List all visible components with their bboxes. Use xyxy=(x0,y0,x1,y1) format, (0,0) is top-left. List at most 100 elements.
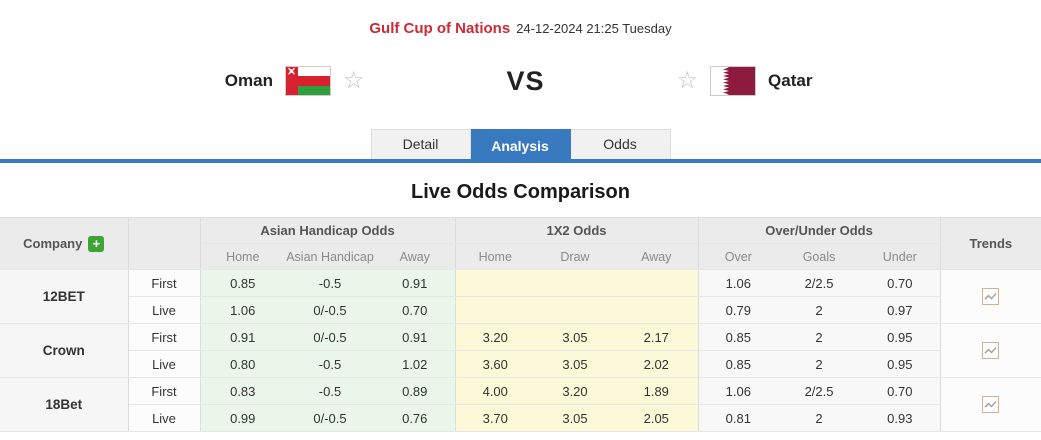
over-under-odds-value: 0.85 xyxy=(698,323,779,351)
away-favorite-star-icon[interactable]: ☆ xyxy=(676,67,699,94)
row-type-label: Live xyxy=(128,404,201,432)
tab-odds[interactable]: Odds xyxy=(570,129,671,159)
over-under-odds-value: 0.93 xyxy=(860,404,941,432)
asian-handicap-odds-value: 0.99 xyxy=(200,404,285,432)
live-odds-table: Company + Asian Handicap Odds 1X2 Odds O… xyxy=(0,217,1041,432)
trend-chart-icon xyxy=(982,342,1000,360)
home-favorite-star-icon[interactable]: ☆ xyxy=(342,67,365,94)
asian-handicap-group-header: Asian Handicap Odds xyxy=(200,217,456,244)
league-name: Gulf Cup of Nations xyxy=(369,20,511,37)
asian-handicap-odds-value: -0.5 xyxy=(285,269,375,297)
over-under-odds-value: 2 xyxy=(778,323,861,351)
company-name: 18Bet xyxy=(0,377,129,432)
asian-handicap-odds-value: 0.70 xyxy=(375,296,456,324)
ah-away-header: Away xyxy=(375,243,456,270)
1x2-home-header: Home xyxy=(455,243,535,270)
ou-under-header: Under xyxy=(860,243,941,270)
asian-handicap-odds-value: 0/-0.5 xyxy=(285,323,375,351)
asian-handicap-odds-value: 0.80 xyxy=(200,350,285,378)
odds-row: Crown First 0.91 0/-0.5 0.91 3.20 3.05 2.17 0.85… xyxy=(0,323,1041,378)
company-header-label: Company xyxy=(23,236,83,251)
home-team-block: Oman ☆ xyxy=(0,66,506,96)
odds-table-body: 12BET First 0.85 -0.5 0.91 1.06 2/2.5 0.70 Live 1… xyxy=(0,269,1041,432)
trends-column-header: Trends xyxy=(940,217,1041,270)
odds-row: Live 1.06 0/-0.5 0.70 0.79 2 0.97 xyxy=(0,296,1041,324)
over-under-odds-value: 0.70 xyxy=(860,377,941,405)
over-under-odds-value: 2 xyxy=(778,404,861,432)
asian-handicap-odds-value: -0.5 xyxy=(285,350,375,378)
one-x-two-group-header: 1X2 Odds xyxy=(455,217,699,244)
one-x-two-odds-value: 2.05 xyxy=(615,404,699,432)
ah-handicap-header: Asian Handicap xyxy=(285,243,375,270)
over-under-odds-value: 2 xyxy=(778,296,861,324)
one-x-two-odds-value xyxy=(535,269,615,297)
trend-chart-icon xyxy=(982,288,1000,306)
over-under-odds-value: 0.97 xyxy=(860,296,941,324)
add-company-button[interactable]: + xyxy=(88,235,105,252)
company-name: Crown xyxy=(0,323,129,378)
match-datetime: 24-12-2024 21:25 Tuesday xyxy=(516,21,672,36)
over-under-odds-value: 1.06 xyxy=(698,269,779,297)
over-under-odds-value: 0.95 xyxy=(860,323,941,351)
row-type-label: First xyxy=(128,269,201,297)
odds-row: 12BET First 0.85 -0.5 0.91 1.06 2/2.5 0.70 xyxy=(0,269,1041,324)
qatar-flag-icon xyxy=(710,66,757,96)
away-team-name: Qatar xyxy=(768,71,813,90)
company-name: 12BET xyxy=(0,269,129,324)
over-under-odds-value: 0.85 xyxy=(698,350,779,378)
one-x-two-odds-value xyxy=(455,269,535,297)
over-under-odds-value: 0.81 xyxy=(698,404,779,432)
asian-handicap-odds-value: 0.91 xyxy=(375,269,456,297)
asian-handicap-odds-value: 0/-0.5 xyxy=(285,404,375,432)
over-under-odds-value: 2/2.5 xyxy=(778,377,861,405)
one-x-two-odds-value: 1.89 xyxy=(615,377,699,405)
1x2-away-header: Away xyxy=(615,243,699,270)
over-under-odds-value: 2/2.5 xyxy=(778,269,861,297)
one-x-two-odds-value: 2.02 xyxy=(615,350,699,378)
odds-row: Live 0.99 0/-0.5 0.76 3.70 3.05 2.05 0.81 2 0.93 xyxy=(0,404,1041,432)
one-x-two-odds-value: 3.05 xyxy=(535,323,615,351)
match-header: Gulf Cup of Nations 24-12-2024 21:25 Tues… xyxy=(0,0,1041,37)
teams-row: Oman ☆ VS ☆ Qatar xyxy=(0,59,1041,103)
one-x-two-odds-value xyxy=(535,296,615,324)
row-type-label: Live xyxy=(128,350,201,378)
trends-button[interactable] xyxy=(940,377,1041,432)
vs-label: VS xyxy=(506,65,545,96)
one-x-two-odds-value: 4.00 xyxy=(455,377,535,405)
1x2-draw-header: Draw xyxy=(535,243,615,270)
tab-analysis[interactable]: Analysis xyxy=(470,129,571,163)
one-x-two-odds-value: 3.20 xyxy=(455,323,535,351)
trends-button[interactable] xyxy=(940,269,1041,324)
one-x-two-odds-value: 3.05 xyxy=(535,404,615,432)
one-x-two-odds-value: 2.17 xyxy=(615,323,699,351)
asian-handicap-odds-value: 0.89 xyxy=(375,377,456,405)
ah-home-header: Home xyxy=(200,243,285,270)
tabs-bar: Detail Analysis Odds xyxy=(0,129,1041,163)
tab-detail[interactable]: Detail xyxy=(370,129,471,159)
one-x-two-odds-value xyxy=(615,269,699,297)
one-x-two-odds-value: 3.60 xyxy=(455,350,535,378)
one-x-two-odds-value: 3.05 xyxy=(535,350,615,378)
home-team-name: Oman xyxy=(224,71,273,90)
one-x-two-odds-value: 3.20 xyxy=(535,377,615,405)
one-x-two-odds-value: 3.70 xyxy=(455,404,535,432)
asian-handicap-odds-value: 0/-0.5 xyxy=(285,296,375,324)
asian-handicap-odds-value: 0.91 xyxy=(200,323,285,351)
odds-row: Live 0.80 -0.5 1.02 3.60 3.05 2.02 0.85 2 0.95 xyxy=(0,350,1041,378)
row-type-label: First xyxy=(128,323,201,351)
over-under-odds-value: 1.06 xyxy=(698,377,779,405)
trends-button[interactable] xyxy=(940,323,1041,378)
one-x-two-odds-value xyxy=(455,296,535,324)
row-type-column-header xyxy=(128,217,201,270)
over-under-odds-value: 0.95 xyxy=(860,350,941,378)
odds-row: 18Bet First 0.83 -0.5 0.89 4.00 3.20 1.89 1.06 2/… xyxy=(0,377,1041,432)
away-team-block: ☆ Qatar xyxy=(545,66,1041,96)
over-under-odds-value: 2 xyxy=(778,350,861,378)
ou-goals-header: Goals xyxy=(778,243,861,270)
ou-over-header: Over xyxy=(698,243,779,270)
row-type-label: First xyxy=(128,377,201,405)
row-type-label: Live xyxy=(128,296,201,324)
over-under-group-header: Over/Under Odds xyxy=(698,217,941,244)
asian-handicap-odds-value: 0.91 xyxy=(375,323,456,351)
section-title: Live Odds Comparison xyxy=(411,181,630,203)
